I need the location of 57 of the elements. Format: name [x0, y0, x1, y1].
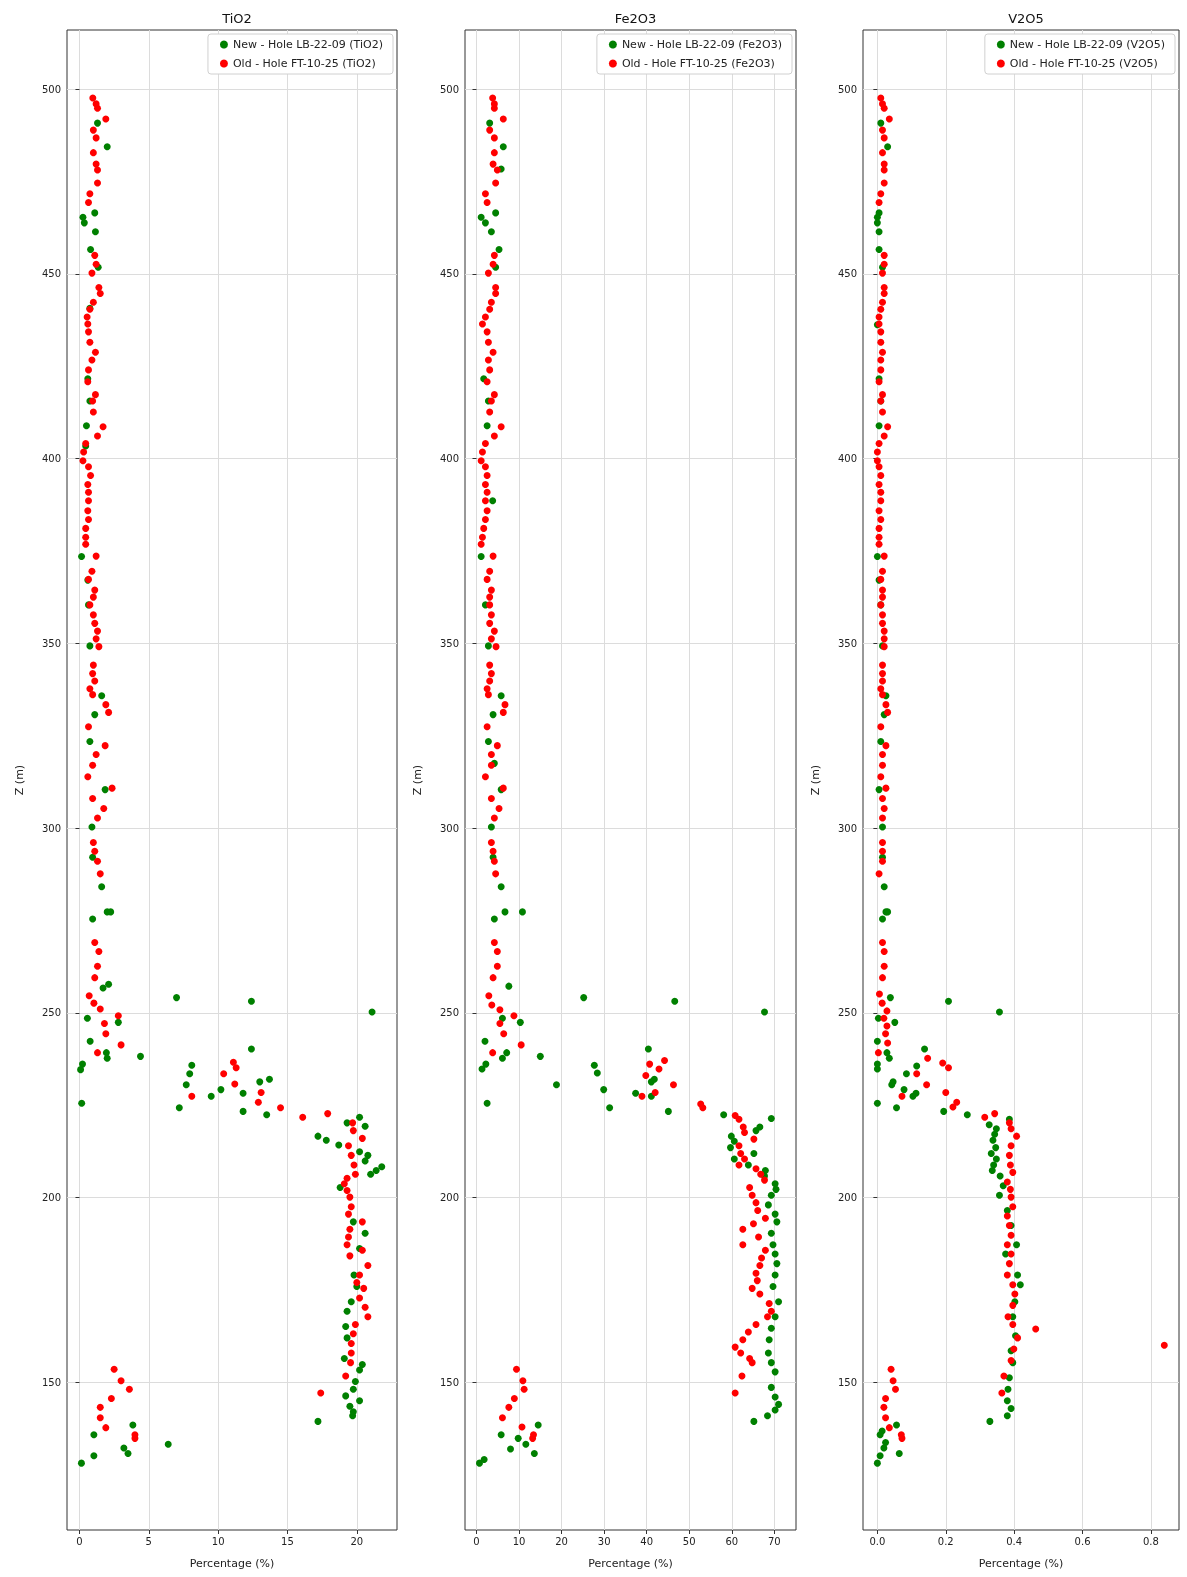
y-tick-label: 250: [837, 1007, 857, 1019]
x-tick-label: 40: [640, 1535, 654, 1547]
y-tick-label: 350: [41, 637, 61, 649]
x-tick-label: 0.2: [937, 1535, 954, 1547]
x-axis-title: Percentage (%): [189, 1557, 275, 1570]
y-tick-label: 450: [41, 268, 61, 280]
y-tick-label: 500: [41, 83, 61, 95]
x-tick-label: 0.6: [1074, 1535, 1091, 1547]
x-tick-label: 5: [145, 1535, 152, 1547]
x-tick-label: 30: [597, 1535, 611, 1547]
y-tick-label: 300: [439, 822, 459, 834]
y-tick-label: 150: [439, 1376, 459, 1388]
y-tick-label: 300: [41, 822, 61, 834]
y-tick-label: 250: [41, 1007, 61, 1019]
chart-title: TiO2: [221, 11, 252, 26]
x-tick-label: 60: [725, 1535, 739, 1547]
legend-label: Old - Hole FT-10-25 (TiO2): [232, 57, 376, 70]
x-tick-label: 15: [281, 1535, 294, 1547]
x-tick-label: 70: [767, 1535, 781, 1547]
x-tick-label: 20: [350, 1535, 364, 1547]
y-axis-title: Z (m): [13, 764, 26, 796]
x-tick-label: 0: [76, 1535, 83, 1547]
y-tick-label: 200: [837, 1191, 857, 1203]
y-tick-label: 400: [439, 453, 459, 465]
x-tick-label: 0.8: [1143, 1535, 1159, 1547]
x-tick-label: 10: [512, 1535, 526, 1547]
y-tick-label: 350: [837, 637, 857, 649]
x-axis-title: Percentage (%): [588, 1557, 673, 1570]
x-tick-label: 20: [555, 1535, 568, 1547]
y-tick-label: 450: [837, 268, 857, 280]
legend-label: Old - Hole FT-10-25 (Fe2O3): [621, 57, 775, 70]
y-tick-label: 200: [41, 1191, 61, 1203]
legend-label: Old - Hole FT-10-25 (V2O5): [1009, 57, 1158, 70]
x-tick-label: 0.4: [1006, 1535, 1023, 1547]
y-tick-label: 150: [41, 1376, 61, 1388]
y-tick-label: 200: [439, 1191, 459, 1203]
y-tick-label: 500: [837, 83, 857, 95]
legend-label: New - Hole LB-22-09 (Fe2O3): [621, 38, 783, 51]
y-tick-label: 150: [837, 1376, 857, 1388]
x-axis-title: Percentage (%): [978, 1557, 1064, 1570]
y-tick-label: 250: [439, 1007, 459, 1019]
y-tick-label: 400: [837, 453, 857, 465]
legend-label: New - Hole LB-22-09 (TiO2): [232, 38, 383, 51]
y-axis-title: Z (m): [411, 764, 424, 796]
chart-title: V2O5: [1008, 11, 1044, 26]
y-tick-label: 400: [41, 453, 61, 465]
legend-label: New - Hole LB-22-09 (V2O5): [1009, 38, 1166, 51]
y-tick-label: 350: [439, 637, 459, 649]
x-tick-label: 50: [682, 1535, 696, 1547]
y-axis-title: Z (m): [809, 764, 822, 796]
x-tick-label: 10: [211, 1535, 225, 1547]
chart-title: Fe2O3: [614, 11, 657, 26]
y-tick-label: 500: [439, 83, 459, 95]
y-tick-label: 450: [439, 268, 459, 280]
x-tick-label: 0.0: [869, 1535, 886, 1547]
x-tick-label: 0: [473, 1535, 480, 1547]
y-tick-label: 300: [837, 822, 857, 834]
